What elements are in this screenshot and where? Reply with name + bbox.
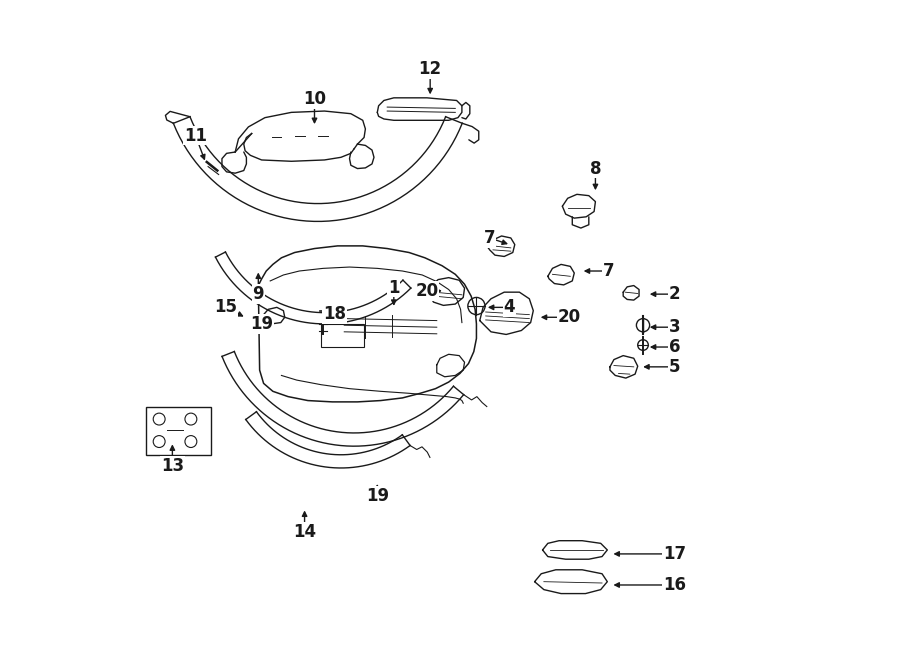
- Text: 9: 9: [253, 285, 264, 303]
- Text: 19: 19: [250, 315, 274, 333]
- Text: 10: 10: [303, 90, 326, 108]
- Bar: [321, 324, 365, 347]
- Text: 7: 7: [484, 229, 496, 247]
- Text: 13: 13: [161, 457, 184, 475]
- Text: 7: 7: [603, 262, 615, 280]
- Text: 12: 12: [418, 60, 442, 79]
- Text: 5: 5: [669, 358, 680, 376]
- Text: 6: 6: [669, 338, 680, 356]
- Text: 1: 1: [388, 278, 400, 297]
- Text: 15: 15: [214, 298, 237, 317]
- Text: 17: 17: [663, 545, 687, 563]
- Text: 18: 18: [323, 305, 346, 323]
- Text: 11: 11: [184, 126, 207, 145]
- Text: 2: 2: [669, 285, 680, 303]
- Text: 8: 8: [590, 159, 601, 178]
- Text: 14: 14: [293, 523, 316, 541]
- Bar: [146, 407, 211, 455]
- Text: 16: 16: [663, 576, 686, 594]
- Text: 19: 19: [365, 486, 389, 505]
- Text: 20: 20: [557, 308, 580, 327]
- Text: 4: 4: [504, 298, 516, 317]
- Text: 20: 20: [415, 282, 438, 300]
- Text: 3: 3: [669, 318, 680, 336]
